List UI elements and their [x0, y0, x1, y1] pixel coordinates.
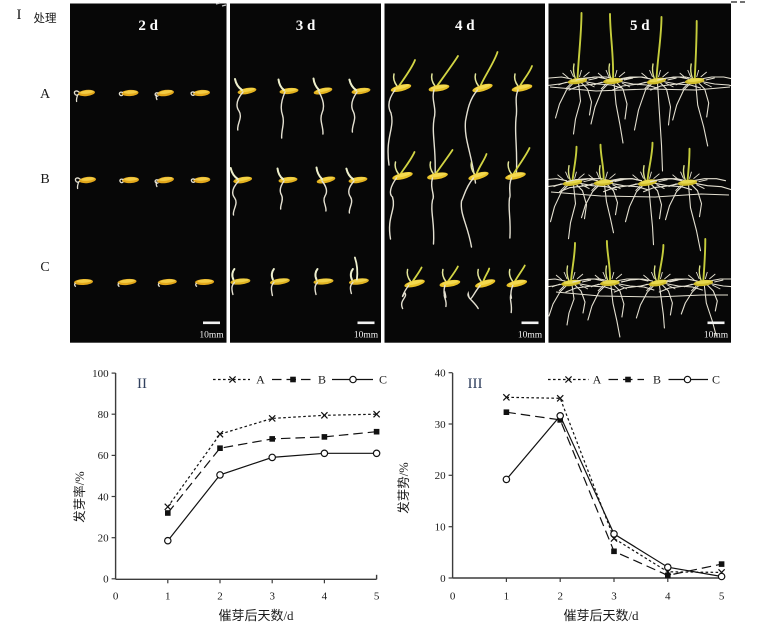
- svg-text:0: 0: [103, 574, 109, 586]
- svg-text:催芽后天数/d: 催芽后天数/d: [563, 608, 639, 623]
- svg-text:4: 4: [322, 591, 328, 603]
- svg-text:A: A: [40, 87, 51, 102]
- svg-text:I: I: [17, 7, 22, 23]
- svg-text:80: 80: [98, 409, 110, 421]
- svg-text:1: 1: [504, 591, 510, 603]
- svg-text:20: 20: [435, 470, 447, 482]
- svg-text:发芽率/%: 发芽率/%: [72, 471, 87, 522]
- svg-text:1: 1: [165, 591, 171, 603]
- svg-text:3: 3: [611, 591, 617, 603]
- svg-text:10mm: 10mm: [518, 331, 543, 341]
- svg-text:C: C: [40, 260, 49, 275]
- svg-text:10mm: 10mm: [199, 331, 224, 341]
- svg-text:3 d: 3 d: [296, 18, 316, 34]
- svg-text:B: B: [653, 373, 661, 387]
- svg-text:40: 40: [435, 368, 447, 380]
- svg-text:0: 0: [450, 591, 456, 603]
- svg-text:40: 40: [98, 491, 110, 503]
- svg-text:10mm: 10mm: [704, 331, 729, 341]
- svg-text:30: 30: [435, 419, 447, 431]
- svg-text:5: 5: [374, 591, 380, 603]
- svg-text:B: B: [318, 373, 326, 387]
- svg-text:处理: 处理: [34, 12, 57, 25]
- svg-text:C: C: [712, 373, 720, 387]
- svg-text:60: 60: [98, 450, 110, 462]
- svg-text:20: 20: [98, 533, 110, 545]
- svg-text:4 d: 4 d: [455, 18, 475, 34]
- svg-text:2 d: 2 d: [138, 18, 158, 34]
- svg-text:0: 0: [113, 591, 119, 603]
- svg-text:10mm: 10mm: [354, 331, 379, 341]
- svg-text:2: 2: [557, 591, 563, 603]
- svg-text:5 d: 5 d: [630, 18, 650, 34]
- svg-text:III: III: [468, 376, 483, 392]
- svg-text:4: 4: [665, 591, 671, 603]
- svg-text:B: B: [40, 172, 49, 187]
- svg-text:5: 5: [719, 591, 725, 603]
- svg-text:发芽势/%: 发芽势/%: [396, 462, 411, 513]
- svg-text:2: 2: [217, 591, 223, 603]
- svg-text:0: 0: [440, 573, 446, 585]
- svg-text:100: 100: [92, 368, 109, 380]
- svg-text:A: A: [593, 373, 602, 387]
- svg-text:10: 10: [435, 522, 447, 534]
- svg-text:催芽后天数/d: 催芽后天数/d: [218, 608, 294, 623]
- svg-text:II: II: [137, 376, 147, 392]
- svg-text:C: C: [379, 373, 387, 387]
- svg-text:3: 3: [269, 591, 275, 603]
- svg-text:A: A: [256, 373, 265, 387]
